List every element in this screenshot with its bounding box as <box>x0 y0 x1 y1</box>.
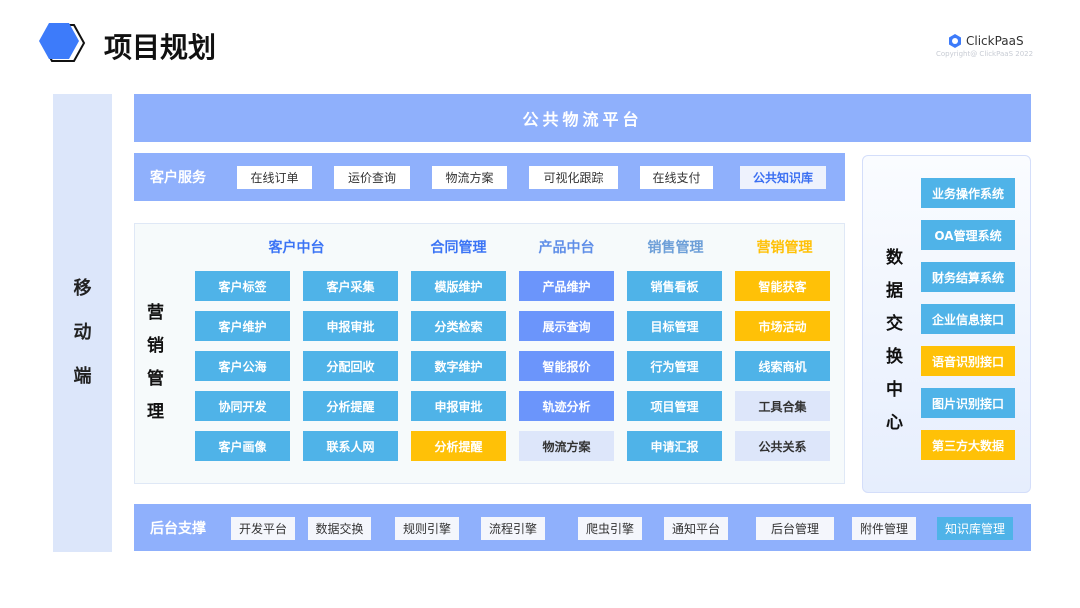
data-exchange-label-char: 数 <box>886 248 903 268</box>
marketing-label-char: 销 <box>147 336 164 356</box>
feature-tile[interactable]: 客户维护 <box>195 311 290 341</box>
data-exchange-item[interactable]: 图片识别接口 <box>921 388 1015 418</box>
data-exchange-label-char: 换 <box>886 347 903 367</box>
logo-text: ClickPaaS <box>966 34 1024 48</box>
feature-tile[interactable]: 线索商机 <box>735 351 830 381</box>
column-header: 销售管理 <box>647 240 704 256</box>
feature-tile[interactable]: 申报审批 <box>411 391 506 421</box>
feature-tile[interactable]: 联系人网 <box>303 431 398 461</box>
feature-tile[interactable]: 分析提醒 <box>411 431 506 461</box>
data-exchange-label-char: 交 <box>886 314 903 334</box>
mobile-label-char: 移 <box>73 278 92 299</box>
backend-item[interactable]: 爬虫引擎 <box>578 517 642 540</box>
feature-tile[interactable]: 客户采集 <box>303 271 398 301</box>
feature-tile[interactable]: 工具合集 <box>735 391 830 421</box>
feature-tile[interactable]: 分配回收 <box>303 351 398 381</box>
marketing-label: 营销管理 <box>147 298 164 422</box>
page-title: 项目规划 <box>104 31 217 64</box>
column-header: 产品中台 <box>538 240 595 256</box>
copyright: Copyright@ ClickPaaS 2022 <box>936 50 1034 58</box>
feature-tile[interactable]: 客户标签 <box>195 271 290 301</box>
data-exchange-item[interactable]: 企业信息接口 <box>921 304 1015 334</box>
feature-tile[interactable]: 市场活动 <box>735 311 830 341</box>
feature-tile[interactable]: 协同开发 <box>195 391 290 421</box>
marketing-label-char: 管 <box>147 369 164 389</box>
feature-tile[interactable]: 项目管理 <box>627 391 722 421</box>
backend-item[interactable]: 规则引擎 <box>395 517 459 540</box>
data-exchange-list: 业务操作系统 OA管理系统 财务结算系统 企业信息接口 语音识别接口 图片识别接口 第三方大… <box>921 178 1015 460</box>
marketing-grid: 客户标签 客户采集 模版维护 产品维护 销售看板 智能获客 客户维护 申报审批 分类检索 展示查询… <box>195 271 830 461</box>
feature-tile[interactable]: 数字维护 <box>411 351 506 381</box>
backend-item[interactable]: 知识库管理 <box>937 517 1013 540</box>
data-exchange-item[interactable]: OA管理系统 <box>921 220 1015 250</box>
mobile-column: 移动端 <box>53 94 112 552</box>
feature-tile[interactable]: 产品维护 <box>519 271 614 301</box>
column-header: 合同管理 <box>430 240 487 256</box>
column-header: 营销管理 <box>756 240 813 256</box>
feature-tile[interactable]: 轨迹分析 <box>519 391 614 421</box>
feature-tile[interactable]: 行为管理 <box>627 351 722 381</box>
feature-tile[interactable]: 物流方案 <box>519 431 614 461</box>
feature-tile[interactable]: 模版维护 <box>411 271 506 301</box>
clickpaas-logo-icon <box>949 34 961 48</box>
customer-service-label: 客户服务 <box>150 170 206 186</box>
customer-service-item[interactable]: 公共知识库 <box>740 166 826 189</box>
feature-tile[interactable]: 展示查询 <box>519 311 614 341</box>
feature-tile[interactable]: 客户公海 <box>195 351 290 381</box>
backend-item[interactable]: 开发平台 <box>231 517 295 540</box>
feature-tile[interactable]: 客户画像 <box>195 431 290 461</box>
feature-tile[interactable]: 智能报价 <box>519 351 614 381</box>
data-exchange-item[interactable]: 业务操作系统 <box>921 178 1015 208</box>
backend-item[interactable]: 数据交换 <box>308 517 371 540</box>
backend-item[interactable]: 附件管理 <box>852 517 916 540</box>
data-exchange-item[interactable]: 语音识别接口 <box>921 346 1015 376</box>
backend-support-label: 后台支撑 <box>150 520 206 537</box>
feature-tile[interactable]: 公共关系 <box>735 431 830 461</box>
customer-service-item[interactable]: 运价查询 <box>334 166 410 189</box>
data-exchange-label-char: 据 <box>886 281 903 301</box>
feature-tile[interactable]: 智能获客 <box>735 271 830 301</box>
mobile-label-char: 端 <box>73 366 92 387</box>
backend-item[interactable]: 后台管理 <box>756 517 834 540</box>
backend-item[interactable]: 流程引擎 <box>481 517 545 540</box>
customer-service-item[interactable]: 在线支付 <box>640 166 713 189</box>
hexagon-logo-icon <box>39 23 86 62</box>
public-platform-bar: 公共物流平台 <box>134 94 1031 142</box>
marketing-label-char: 理 <box>147 402 164 422</box>
feature-tile[interactable]: 申请汇报 <box>627 431 722 461</box>
feature-tile[interactable]: 销售看板 <box>627 271 722 301</box>
marketing-label-char: 营 <box>147 303 164 323</box>
data-exchange-item[interactable]: 第三方大数据 <box>921 430 1015 460</box>
feature-tile[interactable]: 申报审批 <box>303 311 398 341</box>
feature-tile[interactable]: 目标管理 <box>627 311 722 341</box>
customer-service-item[interactable]: 在线订单 <box>237 166 312 189</box>
clickpaas-logo: ClickPaaS <box>948 34 1024 48</box>
data-exchange-item[interactable]: 财务结算系统 <box>921 262 1015 292</box>
feature-tile[interactable]: 分析提醒 <box>303 391 398 421</box>
backend-item[interactable]: 通知平台 <box>664 517 728 540</box>
mobile-label-char: 动 <box>73 322 92 343</box>
customer-service-item[interactable]: 物流方案 <box>432 166 507 189</box>
data-exchange-label-char: 中 <box>886 380 903 400</box>
feature-tile[interactable]: 分类检索 <box>411 311 506 341</box>
data-exchange-label-char: 心 <box>886 413 903 433</box>
data-exchange-label: 数据交换中心 <box>886 243 903 433</box>
column-header: 客户中台 <box>268 240 325 256</box>
customer-service-item[interactable]: 可视化跟踪 <box>529 166 618 189</box>
